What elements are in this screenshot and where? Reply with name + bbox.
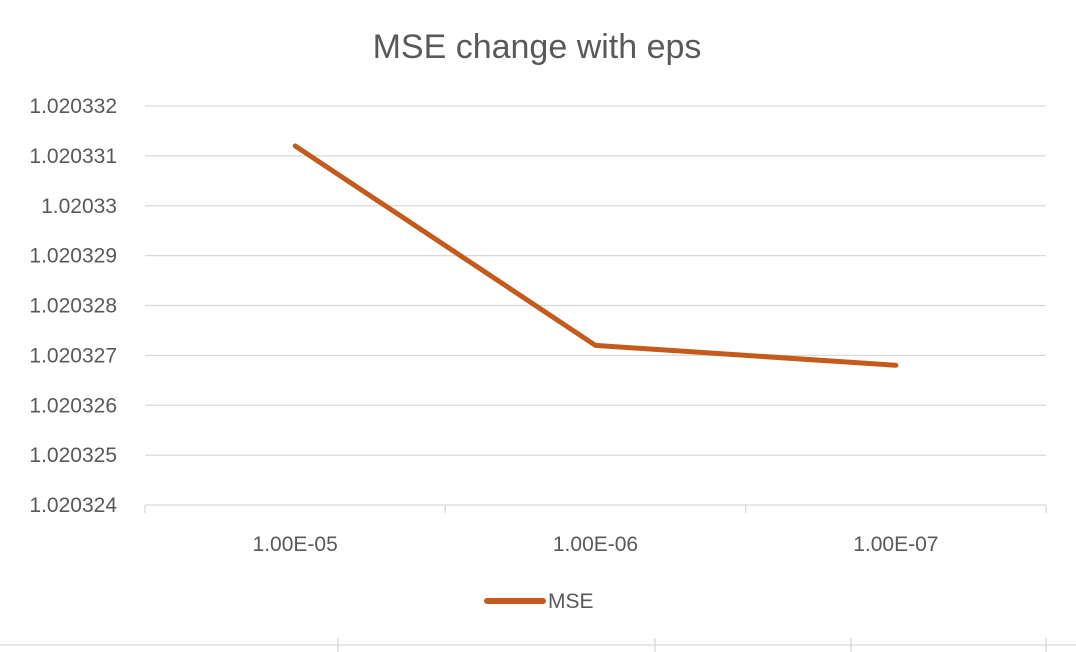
chart-title: MSE change with eps xyxy=(373,28,702,66)
y-tick-label: 1.020324 xyxy=(29,494,117,517)
legend[interactable]: MSE xyxy=(484,590,594,613)
series-lines xyxy=(292,143,899,368)
y-tick-label: 1.020329 xyxy=(29,245,117,268)
y-gridlines xyxy=(145,105,1046,506)
y-tick-label: 1.020328 xyxy=(29,295,117,318)
x-tick-label: 1.00E-07 xyxy=(853,533,938,556)
y-tick-label: 1.02033 xyxy=(41,195,117,218)
y-tick-label: 1.020332 xyxy=(29,95,117,118)
x-tick-label: 1.00E-05 xyxy=(253,533,338,556)
x-axis-ticks xyxy=(144,505,1047,513)
series-line-mse xyxy=(292,143,899,368)
x-tick-label: 1.00E-06 xyxy=(553,533,638,556)
y-axis-tick-labels: 1.020324 1.020325 1.020326 1.020327 1.020328… xyxy=(29,95,117,517)
y-tick-label: 1.020327 xyxy=(29,344,117,367)
legend-label-mse: MSE xyxy=(548,590,594,613)
y-tick-label: 1.020331 xyxy=(29,145,117,168)
y-tick-label: 1.020326 xyxy=(29,394,117,417)
bottom-frame xyxy=(0,638,1076,652)
x-axis-tick-labels: 1.00E-05 1.00E-06 1.00E-07 xyxy=(253,533,939,556)
y-tick-label: 1.020325 xyxy=(29,444,117,467)
